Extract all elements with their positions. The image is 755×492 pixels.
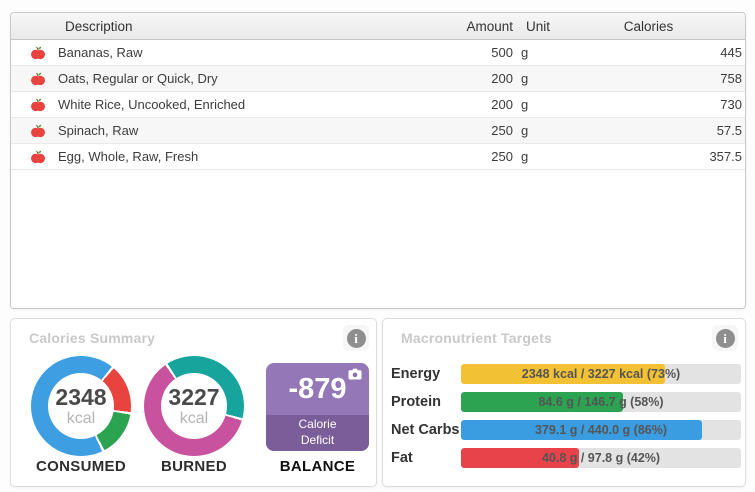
macro-label: Fat [391,450,413,466]
macro-row-protein: Protein 84.6 g / 146.7 g (58%) [391,392,741,412]
column-header-calories[interactable]: Calories [623,18,674,34]
food-apple-icon [31,150,45,163]
table-body: Bananas, Raw 500 g 445 Oats, Regular or … [11,40,745,170]
fat-progress-fill [461,448,579,468]
protein-progress-bar: 84.6 g / 146.7 g (58%) [461,392,741,412]
balance-label: BALANCE [279,458,356,475]
netcarbs-progress-bar: 379.1 g / 440.0 g (86%) [461,420,741,440]
food-calories: 758 [720,71,742,86]
calories-summary-panel: Calories Summary i 2348 kcal 3227 kcal -… [10,318,377,487]
burned-donut-chart: 3227 kcal [144,356,244,456]
consumed-label: CONSUMED [36,458,126,475]
food-description: Egg, Whole, Raw, Fresh [58,149,199,164]
table-row[interactable]: Oats, Regular or Quick, Dry 200 g 758 [11,66,745,92]
panel-title: Macronutrient Targets [401,330,552,346]
food-apple-icon [31,72,45,85]
food-apple-icon [31,98,45,111]
info-icon: i [715,328,735,348]
food-unit: g [521,45,529,60]
table-row[interactable]: Egg, Whole, Raw, Fresh 250 g 357.5 [11,144,745,170]
info-button[interactable]: i [712,325,738,351]
food-diary-table: Description Amount Unit Calories Bananas… [10,12,746,309]
consumed-kcal-unit: kcal [66,409,96,427]
food-amount: 250 [491,149,513,164]
food-description: Spinach, Raw [58,123,139,138]
column-header-description[interactable]: Description [65,18,133,34]
food-calories: 357.5 [709,149,742,164]
food-apple-icon [31,124,45,137]
food-calories: 57.5 [716,123,742,138]
food-unit: g [521,71,529,86]
energy-progress-fill [461,364,666,384]
food-description: Bananas, Raw [58,45,143,60]
food-description: Oats, Regular or Quick, Dry [58,71,218,86]
food-calories: 730 [720,97,742,112]
food-amount: 500 [491,45,513,60]
food-unit: g [521,123,529,138]
food-description: White Rice, Uncooked, Enriched [58,97,246,112]
table-row[interactable]: Spinach, Raw 250 g 57.5 [11,118,745,144]
column-header-amount[interactable]: Amount [466,18,513,34]
camera-icon[interactable] [348,368,362,380]
macro-label: Protein [391,394,441,410]
energy-progress-text: 2348 kcal / 3227 kcal (73%) [521,367,681,381]
table-header-row: Description Amount Unit Calories [11,13,745,40]
netcarbs-progress-text: 379.1 g / 440.0 g (86%) [534,423,667,437]
macro-label: Energy [391,366,441,382]
food-apple-icon [31,46,45,59]
fat-progress-bar: 40.8 g / 97.8 g (42%) [461,448,741,468]
food-unit: g [521,149,529,164]
macro-bars: Energy 2348 kcal / 3227 kcal (73%) Prote… [391,364,741,476]
food-amount: 200 [491,97,513,112]
balance-caption: Calorie Deficit [266,415,369,451]
burned-label: BURNED [161,458,227,475]
balance-box: -879 Calorie Deficit [266,363,369,451]
info-button[interactable]: i [343,325,369,351]
table-row[interactable]: White Rice, Uncooked, Enriched 200 g 730 [11,92,745,118]
netcarbs-progress-fill [461,420,702,440]
food-unit: g [521,97,529,112]
fat-progress-text: 40.8 g / 97.8 g (42%) [541,451,661,465]
macro-label: Net Carbs [391,422,460,438]
macro-row-energy: Energy 2348 kcal / 3227 kcal (73%) [391,364,741,384]
balance-value: -879 [288,372,347,405]
macronutrient-targets-panel: Macronutrient Targets i Energy 2348 kcal… [382,318,746,487]
food-calories: 445 [720,45,742,60]
food-amount: 200 [491,71,513,86]
burned-kcal-unit: kcal [179,409,209,427]
protein-progress-fill [461,392,624,412]
info-icon: i [346,328,366,348]
burned-kcal-value: 3227 [168,383,220,410]
column-header-unit[interactable]: Unit [526,18,551,34]
consumed-donut-chart: 2348 kcal [31,356,131,456]
protein-progress-text: 84.6 g / 146.7 g (58%) [538,395,664,409]
energy-progress-bar: 2348 kcal / 3227 kcal (73%) [461,364,741,384]
macro-row-fat: Fat 40.8 g / 97.8 g (42%) [391,448,741,468]
panel-title: Calories Summary [29,330,156,346]
table-row[interactable]: Bananas, Raw 500 g 445 [11,40,745,66]
macro-row-netcarbs: Net Carbs 379.1 g / 440.0 g (86%) [391,420,741,440]
food-amount: 250 [491,123,513,138]
consumed-kcal-value: 2348 [55,383,107,410]
